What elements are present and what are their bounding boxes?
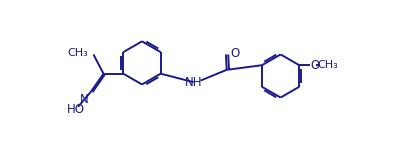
Text: HO: HO [67, 103, 85, 116]
Text: NH: NH [185, 76, 203, 89]
Text: N: N [80, 93, 89, 106]
Text: O: O [311, 59, 320, 72]
Text: CH₃: CH₃ [67, 48, 88, 58]
Text: CH₃: CH₃ [317, 60, 338, 70]
Text: O: O [231, 47, 240, 60]
